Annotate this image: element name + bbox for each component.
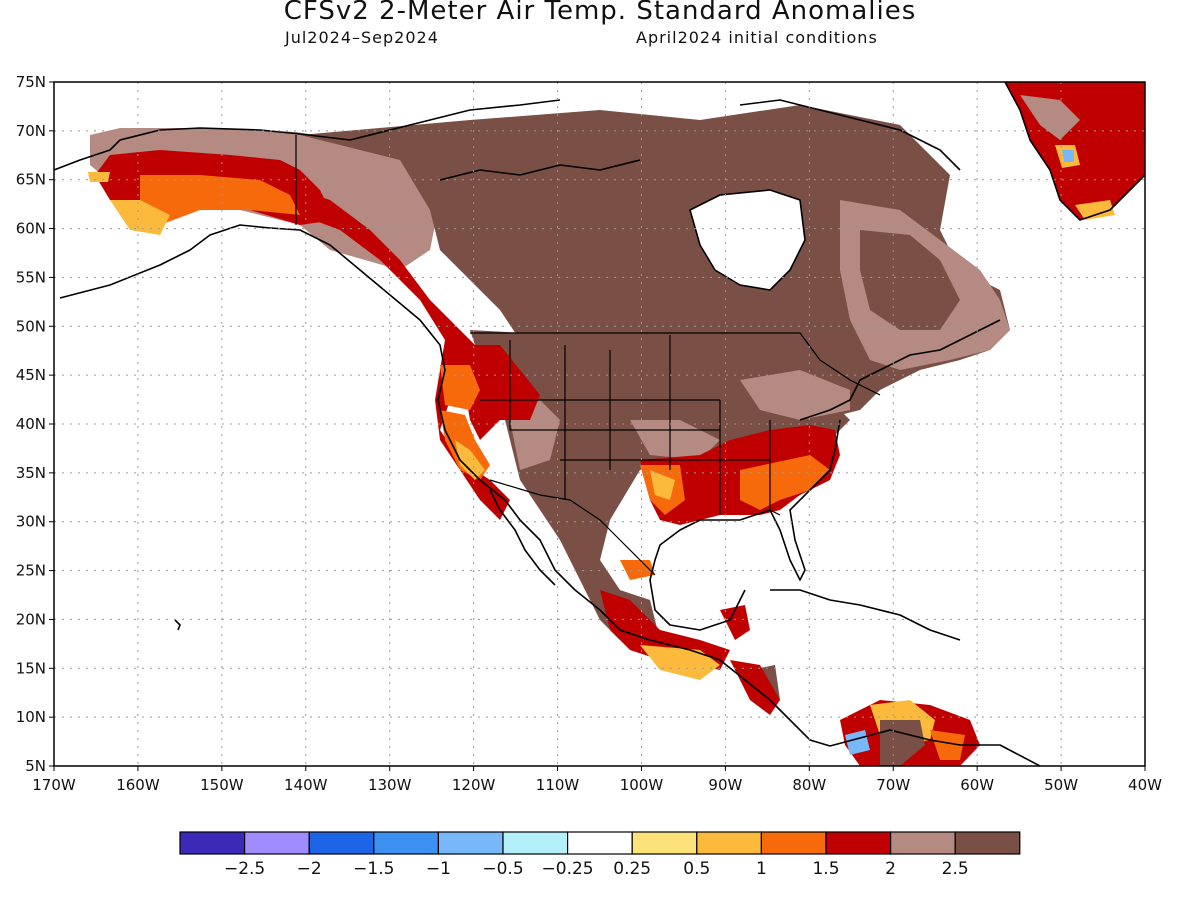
longitude-axis: 170W 160W 150W 140W 130W 120W 110W 100W 90W 80W 70…	[32, 766, 1162, 794]
colorbar-label: −2.5	[224, 859, 265, 879]
colorbar-swatch	[502, 831, 569, 855]
lon-tick-label: 120W	[452, 776, 496, 794]
map-title: CFSv2 2-Meter Air Temp. Standard Anomali…	[283, 0, 917, 26]
graticule	[54, 82, 1145, 766]
lon-tick-label: 170W	[32, 776, 76, 794]
lon-tick-label: 50W	[1044, 776, 1078, 794]
colorbar-label: 1.5	[812, 859, 839, 879]
colorbar-swatch	[696, 831, 762, 855]
colorbar-swatch	[179, 831, 246, 855]
lat-tick-label: 15N	[16, 659, 46, 677]
colorbar-label: 2.5	[942, 859, 969, 879]
lon-tick-label: 130W	[368, 776, 412, 794]
colorbar-label: 0.5	[683, 859, 710, 879]
lat-tick-label: 65N	[16, 171, 46, 189]
lat-tick-label: 10N	[16, 708, 46, 726]
forecast-period: Jul2024–Sep2024	[285, 28, 439, 47]
lon-tick-label: 100W	[620, 776, 664, 794]
lat-tick-label: 70N	[16, 122, 46, 140]
colorbar: −2.5 −2 −1.5 −1 −0.5 −0.25 0.25 0.5 1 1.5 2 2.5	[179, 831, 1021, 879]
colorbar-label: −1	[426, 859, 451, 879]
map-layer	[54, 82, 1145, 766]
political-borders	[295, 135, 881, 576]
lat-tick-label: 55N	[16, 268, 46, 286]
colorbar-label: −0.25	[542, 859, 594, 879]
lon-tick-label: 90W	[708, 776, 742, 794]
lon-tick-label: 60W	[960, 776, 994, 794]
lat-tick-label: 75N	[16, 73, 46, 91]
colorbar-swatch	[825, 831, 892, 855]
lon-tick-label: 80W	[792, 776, 826, 794]
lat-tick-label: 30N	[16, 513, 46, 531]
colorbar-swatch	[631, 831, 698, 855]
lon-tick-label: 70W	[876, 776, 910, 794]
lat-tick-label: 45N	[16, 366, 46, 384]
lat-tick-label: 5N	[25, 757, 46, 775]
colorbar-label: 2	[885, 859, 896, 879]
colorbar-label: −2	[297, 859, 322, 879]
latitude-axis: 75N 70N 65N 60N 55N 50N 45N 40N 35N 30N 25N 20N 15N 1…	[16, 73, 54, 775]
colorbar-label: −1.5	[353, 859, 394, 879]
lon-tick-label: 110W	[536, 776, 580, 794]
colorbar-swatch	[373, 831, 439, 855]
lat-tick-label: 60N	[16, 220, 46, 238]
lat-tick-label: 25N	[16, 562, 46, 580]
colorbar-swatch	[566, 831, 633, 855]
colorbar-swatch	[308, 831, 375, 855]
lat-tick-label: 20N	[16, 610, 46, 628]
lon-tick-label: 150W	[200, 776, 244, 794]
initial-conditions: April2024 initial conditions	[636, 28, 878, 47]
colorbar-swatch	[889, 831, 956, 855]
lat-tick-label: 50N	[16, 317, 46, 335]
colorbar-label: −0.5	[482, 859, 523, 879]
lon-tick-label: 40W	[1128, 776, 1162, 794]
colorbar-label: 1	[756, 859, 767, 879]
colorbar-label: 0.25	[613, 859, 651, 879]
colorbar-swatch	[244, 831, 310, 855]
lon-tick-label: 140W	[284, 776, 328, 794]
lat-tick-label: 35N	[16, 464, 46, 482]
colorbar-swatch	[437, 831, 504, 855]
lon-tick-label: 160W	[116, 776, 160, 794]
coastlines	[54, 82, 1145, 766]
colorbar-swatch	[954, 831, 1021, 855]
colorbar-swatch	[760, 831, 827, 855]
lat-tick-label: 40N	[16, 415, 46, 433]
